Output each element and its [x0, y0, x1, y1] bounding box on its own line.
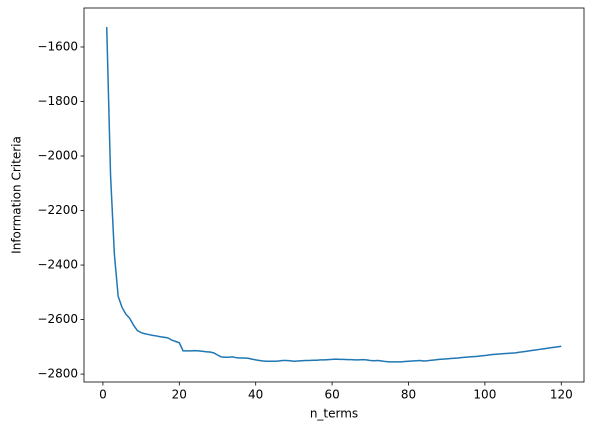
- y-tick-label: −2400: [37, 258, 78, 272]
- x-axis-label: n_terms: [310, 407, 358, 421]
- x-tick-label: 80: [401, 388, 416, 402]
- x-tick-label: 120: [550, 388, 573, 402]
- y-tick-label: −2600: [37, 312, 78, 326]
- x-tick-label: 100: [473, 388, 496, 402]
- plot-frame: [83, 7, 585, 383]
- y-tick-label: −2200: [37, 203, 78, 217]
- y-tick-label: −1600: [37, 39, 78, 53]
- y-axis-label: Information Criteria: [10, 136, 24, 254]
- y-tick-label: −2800: [37, 367, 78, 381]
- x-tick-label: 60: [324, 388, 339, 402]
- y-tick-label: −2000: [37, 149, 78, 163]
- x-tick-label: 0: [99, 388, 107, 402]
- x-tick-label: 20: [172, 388, 187, 402]
- line-series: [105, 27, 562, 363]
- x-tick-label: 40: [248, 388, 263, 402]
- y-tick-label: −1800: [37, 94, 78, 108]
